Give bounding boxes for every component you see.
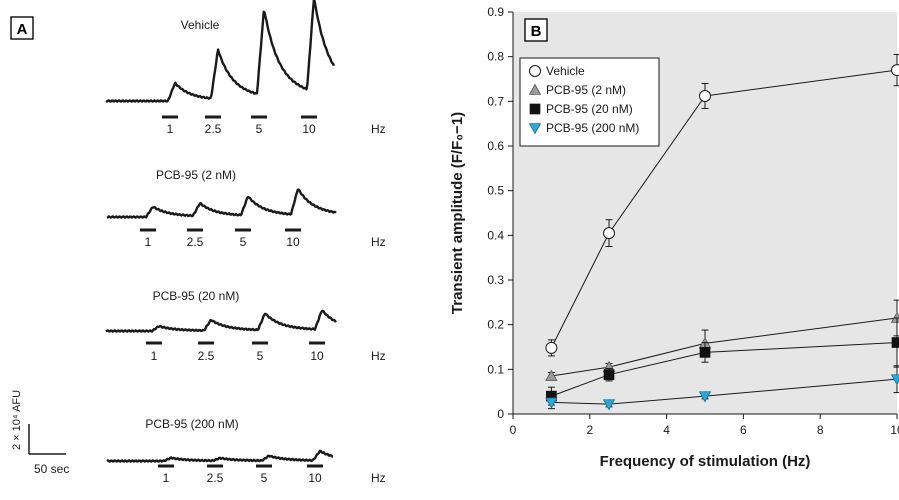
calcium-trace [105,309,337,333]
data-point [603,369,615,381]
legend-marker [528,83,542,95]
calcium-trace [105,0,336,103]
frequency-label: 1 [163,471,170,485]
trace-0: Vehicle 1 2.5 5 10 Hz [105,0,386,136]
hz-label: Hz [371,122,386,136]
frequency-label: 5 [240,235,247,249]
data-point [699,89,711,102]
trace-label: PCB-95 (2 nM) [156,168,236,182]
panel-a: A Vehicle 1 2.5 5 10 Hz PCB-95 (2 nM) 1 2.5 5 10 Hz… [10,0,386,485]
y-tick-label: 0.5 [487,184,504,198]
legend-marker [528,123,542,135]
frequency-label: 5 [256,122,263,136]
panel-b-letter: B [531,23,542,40]
x-tick-label: 6 [740,423,747,437]
y-tick-label: 0.3 [487,273,504,287]
frequency-label: 2.5 [207,471,224,485]
y-tick-label: 0.6 [487,139,504,153]
frequency-label: 10 [286,235,300,249]
scale-bar-horizontal-label: 50 sec [34,462,69,476]
frequency-label: 1 [145,235,152,249]
x-axis-title: Frequency of stimulation (Hz) [600,453,811,470]
hz-label: Hz [371,235,386,249]
data-point [698,391,712,403]
y-tick-label: 0.2 [487,318,504,332]
trace-3: PCB-95 (200 nM) 1 2.5 5 10 Hz [106,417,386,485]
hz-label: Hz [371,471,386,485]
frequency-label: 10 [310,349,324,363]
x-tick-label: 10 [890,423,899,437]
x-ticks: 0 2 4 6 8 10 [510,414,899,437]
y-tick-label: 0.7 [487,94,504,108]
series-group [545,53,899,411]
legend-label: Vehicle [546,64,585,78]
hz-label: Hz [371,349,386,363]
y-tick-label: 0.8 [487,50,504,64]
x-tick-label: 0 [510,423,517,437]
y-tick-label: 0.9 [487,5,504,19]
series-0 [545,53,899,357]
x-tick-label: 4 [663,423,670,437]
trace-label: Vehicle [181,18,220,32]
y-tick-label: 0.4 [487,228,504,242]
calcium-trace [106,449,334,463]
y-tick-label: 0.1 [487,362,504,376]
frequency-label: 2.5 [187,235,204,249]
panel-b: B 0 0.1 0.2 0.3 0.4 0.5 0.6 0.7 0.8 0.9 0 2 4 6 8 10 V… [449,5,899,470]
scale-bar-vertical-label: 2 × 10⁴ AFU [11,390,23,450]
legend-marker [529,103,541,115]
data-point [699,347,711,358]
panel-a-letter-box [10,16,34,40]
frequency-label: 10 [302,122,316,136]
series-3 [545,365,899,411]
calcium-trace [106,188,337,219]
data-point [602,399,616,411]
legend-label: PCB-95 (20 nM) [546,102,633,116]
frequency-label: 2.5 [205,122,222,136]
series-line [551,317,898,377]
legend-label: PCB-95 (2 nM) [546,83,626,97]
series-line [551,342,898,397]
frequency-label: 2.5 [198,349,215,363]
x-tick-label: 2 [586,423,593,437]
legend: Vehicle PCB-95 (2 nM) PCB-95 (20 nM) PCB-95… [519,57,660,147]
panel-a-letter: A [17,21,28,38]
data-point [890,374,899,386]
scale-bar: 2 × 10⁴ AFU 50 sec [11,390,69,476]
legend-box [519,57,660,147]
trace-label: PCB-95 (200 nM) [145,417,238,431]
series-line [551,378,898,405]
legend-label: PCB-95 (200 nM) [546,121,639,135]
y-ticks: 0 0.1 0.2 0.3 0.4 0.5 0.6 0.7 0.8 0.9 [487,5,513,421]
data-point [603,227,615,240]
x-tick-label: 8 [817,423,824,437]
frequency-label: 5 [257,349,264,363]
data-point [545,369,558,381]
frequency-label: 5 [261,471,268,485]
series-line [550,69,898,349]
panel-b-letter-box [524,18,548,42]
frequency-label: 1 [151,349,158,363]
data-point [891,337,899,348]
trace-2: PCB-95 (20 nM) 1 2.5 5 10 Hz [105,289,386,363]
y-tick-label: 0 [497,407,504,421]
data-point [545,397,558,409]
trace-1: PCB-95 (2 nM) 1 2.5 5 10 Hz [106,168,386,249]
trace-label: PCB-95 (20 nM) [153,289,240,303]
data-point [545,341,558,354]
y-axis-title: Transient amplitude (F/F₀−1) [449,112,466,314]
data-point [891,64,899,77]
frequency-label: 10 [308,471,322,485]
frequency-label: 1 [167,122,174,136]
legend-marker [529,65,541,77]
